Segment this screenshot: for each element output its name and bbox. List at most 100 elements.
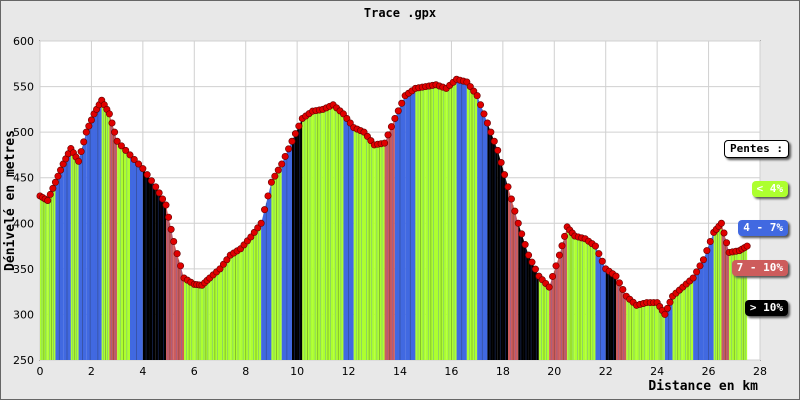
slope-segment — [595, 246, 606, 360]
elevation-point — [143, 171, 151, 179]
slope-segment — [322, 104, 334, 360]
elevation-point — [699, 256, 707, 264]
slope-segment — [574, 236, 586, 360]
slope-segment — [721, 223, 730, 360]
elevation-point — [545, 283, 553, 291]
elevation-point — [274, 166, 282, 174]
slope-segment — [142, 168, 156, 360]
slope-segment — [636, 302, 647, 360]
elevation-point — [387, 123, 395, 131]
slope-segment — [240, 236, 251, 360]
elevation-point — [159, 195, 167, 203]
elevation-point — [257, 219, 265, 227]
elevation-point — [75, 157, 83, 165]
y-tick-label: 350 — [13, 263, 34, 276]
slope-segment — [446, 79, 457, 360]
elevation-point — [152, 183, 160, 191]
elevation-point — [391, 114, 399, 122]
elevation-point — [278, 160, 286, 168]
slope-segment — [559, 226, 568, 360]
elevation-point — [720, 229, 728, 237]
y-tick-label: 300 — [13, 308, 34, 321]
elevation-point — [285, 145, 293, 153]
slope-segment — [487, 123, 498, 361]
slope-segment — [549, 255, 560, 360]
elevation-point — [487, 128, 495, 136]
slope-segment — [343, 113, 354, 361]
elevation-point — [261, 206, 269, 214]
elevation-point — [167, 225, 175, 233]
elevation-point — [703, 247, 711, 255]
slope-segment — [456, 79, 467, 360]
elevation-point — [291, 130, 299, 138]
x-tick-label: 10 — [290, 365, 304, 378]
elevation-point — [612, 272, 620, 280]
elevation-point — [51, 178, 59, 186]
x-tick-label: 0 — [37, 365, 44, 378]
slope-segment — [729, 250, 740, 360]
x-tick-label: 20 — [547, 365, 561, 378]
legend-item: > 10% — [744, 300, 788, 316]
elevation-point — [117, 142, 125, 150]
elevation-point — [108, 119, 116, 127]
elevation-point — [561, 232, 569, 240]
elevation-point — [126, 151, 134, 159]
elevation-point — [477, 101, 485, 109]
elevation-point — [113, 137, 121, 145]
x-tick-label: 18 — [496, 365, 510, 378]
elevation-point — [80, 138, 88, 146]
slope-segment — [374, 143, 385, 360]
slope-segment — [585, 238, 596, 360]
legend-item: < 4% — [751, 181, 788, 197]
elevation-point — [295, 122, 303, 130]
elevation-point — [595, 250, 603, 258]
slope-segment — [477, 95, 488, 360]
slope-segment — [281, 141, 292, 360]
legend-item: 4 - 7% — [738, 220, 788, 236]
elevation-point — [54, 172, 62, 180]
elevation-point — [271, 172, 279, 180]
elevation-point — [693, 268, 701, 276]
elevation-point — [381, 139, 389, 147]
slope-segment — [209, 268, 220, 360]
legend-item: 7 - 10% — [731, 260, 788, 276]
slope-segment — [78, 132, 87, 360]
slope-segment — [394, 95, 406, 360]
slope-segment — [353, 127, 364, 360]
x-tick-label: 14 — [393, 365, 407, 378]
y-axis-label: Dénivelé en metres — [3, 130, 18, 271]
elevation-point — [528, 258, 536, 266]
elevation-point — [173, 250, 181, 258]
slope-segment — [63, 148, 71, 360]
slope-segment — [703, 232, 714, 360]
slope-segment — [101, 100, 110, 360]
slope-segment — [55, 164, 64, 360]
slope-segment — [384, 118, 395, 360]
elevation-point — [717, 219, 725, 227]
elevation-point — [696, 262, 704, 270]
x-tick-label: 6 — [191, 365, 198, 378]
elevation-point — [507, 195, 515, 203]
elevation-point — [663, 304, 671, 312]
elevation-point — [591, 242, 599, 250]
slope-segment — [364, 132, 375, 360]
slope-segment — [271, 164, 282, 360]
slope-segment — [109, 113, 118, 361]
elevation-point — [384, 131, 392, 139]
slope-segment — [155, 186, 166, 360]
slope-segment — [302, 111, 313, 361]
elevation-point — [111, 128, 119, 136]
elevation-point — [525, 251, 533, 259]
elevation-point — [706, 238, 714, 246]
y-tick-label: 600 — [13, 35, 34, 48]
elevation-point — [147, 177, 155, 185]
elevation-point — [490, 137, 498, 145]
x-tick-label: 16 — [444, 365, 458, 378]
elevation-point — [497, 159, 505, 167]
x-tick-label: 8 — [242, 365, 249, 378]
elevation-point — [483, 119, 491, 127]
slope-segment — [538, 276, 550, 360]
slope-segment — [528, 255, 539, 360]
slope-segment — [672, 287, 683, 360]
elevation-point — [170, 238, 178, 246]
